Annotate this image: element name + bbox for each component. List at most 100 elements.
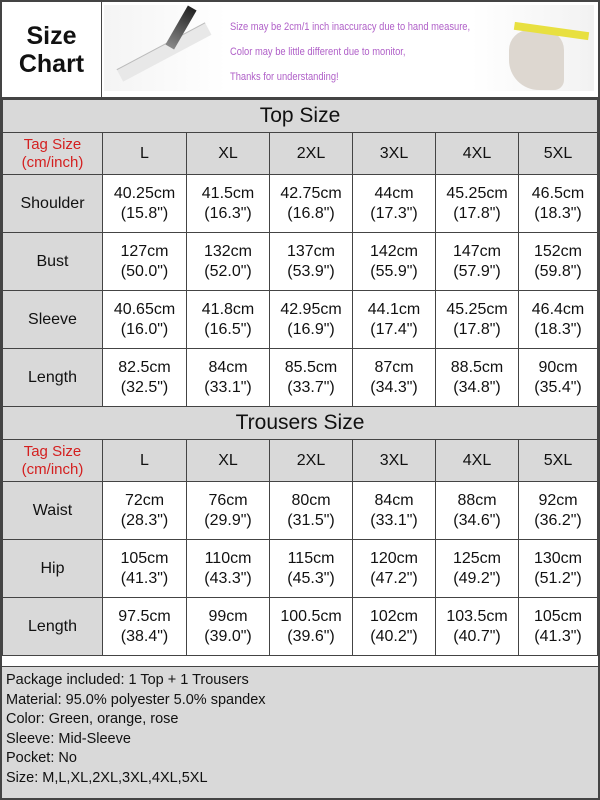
cm-value: 45.25cm: [446, 184, 508, 202]
note-pocket: Pocket: No: [6, 750, 77, 766]
measurement-cell: 72cm (28.3"): [102, 481, 187, 540]
cm-value: 41.5cm: [201, 184, 255, 202]
measurement-cell: 105cm (41.3"): [518, 597, 598, 656]
inch-value: (43.3"): [204, 569, 252, 587]
measurement-cell: 45.25cm (17.8"): [435, 290, 519, 349]
cm-value: 132cm: [203, 242, 253, 260]
measurement-cell: 105cm (41.3"): [102, 539, 187, 598]
cm-value: 84cm: [208, 358, 248, 376]
inch-value: (50.0"): [120, 262, 169, 280]
cm-value: 45.25cm: [446, 300, 508, 318]
measurement-cell: 88cm (34.6"): [435, 481, 519, 540]
cm-value: 87cm: [374, 358, 414, 376]
inch-value: (17.3"): [370, 204, 418, 222]
measurement-cell: 46.5cm (18.3"): [518, 174, 598, 233]
measurement-cell: 82.5cm (32.5"): [102, 348, 187, 407]
cm-value: 100.5cm: [280, 607, 342, 625]
measurement-label: Waist: [2, 481, 103, 540]
table-row: Bust 127cm (50.0") 132cm (52.0") 137cm (53.9")…: [2, 232, 598, 291]
inch-value: (16.9"): [287, 320, 335, 338]
table-row: Waist 72cm (28.3") 76cm (29.9") 80cm (31.5") 84…: [2, 481, 598, 540]
inch-value: (28.3"): [120, 511, 169, 529]
inch-value: (33.1"): [204, 378, 252, 396]
note-material: Material: 95.0% polyester 5.0% spandex: [6, 691, 266, 708]
measurement-cell: 103.5cm (40.7"): [435, 597, 519, 656]
table-row: Sleeve 40.65cm (16.0") 41.8cm (16.5") 42.95cm…: [2, 290, 598, 349]
inch-value: (34.6"): [453, 511, 501, 529]
cm-value: 41.8cm: [201, 300, 255, 318]
cm-value: 80cm: [291, 491, 331, 509]
table-row: Hip 105cm (41.3") 110cm (43.3") 115cm (45.3") 1…: [2, 539, 598, 598]
measurement-cell: 92cm (36.2"): [518, 481, 598, 540]
note-sizes: Size: M,L,XL,2XL,3XL,4XL,5XL: [6, 769, 208, 786]
inch-value: (33.1"): [370, 511, 418, 529]
table-row: Length 97.5cm (38.4") 99cm (39.0") 100.5cm (39…: [2, 597, 598, 656]
measurement-cell: 85.5cm (33.7"): [269, 348, 353, 407]
size-header: 5XL: [518, 132, 598, 175]
note-color: Color: Green, orange, rose: [6, 711, 179, 727]
measurement-cell: 42.95cm (16.9"): [269, 290, 353, 349]
inch-value: (39.0"): [204, 627, 252, 645]
tag-size-text: Tag Size: [23, 442, 82, 460]
inch-value: (17.8"): [453, 204, 501, 222]
size-header: L: [102, 439, 187, 482]
trousers-section-title: Trousers Size: [2, 406, 598, 440]
notice-line: Size may be 2cm/1 inch inaccuracy due to…: [230, 21, 471, 33]
note-sleeve: Sleeve: Mid-Sleeve: [6, 730, 131, 747]
inch-value: (47.2"): [370, 569, 418, 587]
cm-value: 125cm: [452, 549, 502, 567]
inch-value: (57.9"): [453, 262, 501, 280]
measurement-cell: 41.8cm (16.5"): [186, 290, 270, 349]
tag-size-unit: (cm/inch): [21, 460, 84, 478]
tag-size-label: Tag Size (cm/inch): [2, 439, 103, 482]
measurement-cell: 40.25cm (15.8"): [102, 174, 187, 233]
measurement-label: Length: [2, 597, 103, 656]
cm-value: 147cm: [452, 242, 502, 260]
inch-value: (51.2"): [534, 569, 582, 587]
cm-value: 103.5cm: [446, 607, 508, 625]
top-section-title: Top Size: [2, 99, 598, 133]
inch-value: (34.8"): [453, 378, 501, 396]
measurement-notice: Size may be 2cm/1 inch inaccuracy due to…: [230, 15, 470, 90]
inch-value: (45.3"): [287, 569, 335, 587]
measurement-cell: 142cm (55.9"): [352, 232, 436, 291]
measurement-cell: 87cm (34.3"): [352, 348, 436, 407]
tag-size-text: Tag Size: [23, 135, 82, 153]
inch-value: (15.8"): [120, 204, 169, 222]
measurement-label: Hip: [2, 539, 103, 598]
cm-value: 46.4cm: [531, 300, 585, 318]
inch-value: (59.8"): [534, 262, 582, 280]
cm-value: 44.1cm: [367, 300, 421, 318]
measurement-cell: 147cm (57.9"): [435, 232, 519, 291]
cm-value: 110cm: [204, 549, 252, 567]
cm-value: 142cm: [369, 242, 419, 260]
measurement-cell: 44cm (17.3"): [352, 174, 436, 233]
cm-value: 88cm: [457, 491, 497, 509]
inch-value: (17.8"): [453, 320, 501, 338]
inch-value: (16.5"): [204, 320, 252, 338]
product-notes: Package included: 1 Top + 1 Trousers Mat…: [2, 666, 598, 798]
measurement-cell: 44.1cm (17.4"): [352, 290, 436, 349]
cm-value: 152cm: [533, 242, 583, 260]
measurement-cell: 84cm (33.1"): [352, 481, 436, 540]
cm-value: 72cm: [124, 491, 165, 509]
cm-value: 42.95cm: [280, 300, 342, 318]
size-header: 3XL: [352, 439, 436, 482]
title-line-2: Chart: [18, 49, 85, 78]
measurement-cell: 100.5cm (39.6"): [269, 597, 353, 656]
cm-value: 105cm: [533, 607, 583, 625]
ruler-icon: [116, 22, 212, 82]
measurement-label: Sleeve: [2, 290, 103, 349]
size-header: 2XL: [269, 132, 353, 175]
hand-icon: [509, 30, 564, 90]
cm-value: 85.5cm: [284, 358, 338, 376]
measurement-cell: 42.75cm (16.8"): [269, 174, 353, 233]
measurement-cell: 90cm (35.4"): [518, 348, 598, 407]
notice-line: Color may be little different due to mon…: [230, 46, 406, 58]
inch-value: (18.3"): [534, 204, 582, 222]
measurement-cell: 115cm (45.3"): [269, 539, 353, 598]
measurement-cell: 80cm (31.5"): [269, 481, 353, 540]
size-header: 2XL: [269, 439, 353, 482]
tag-size-row: Tag Size (cm/inch) L XL 2XL 3XL 4XL 5XL: [2, 439, 598, 482]
